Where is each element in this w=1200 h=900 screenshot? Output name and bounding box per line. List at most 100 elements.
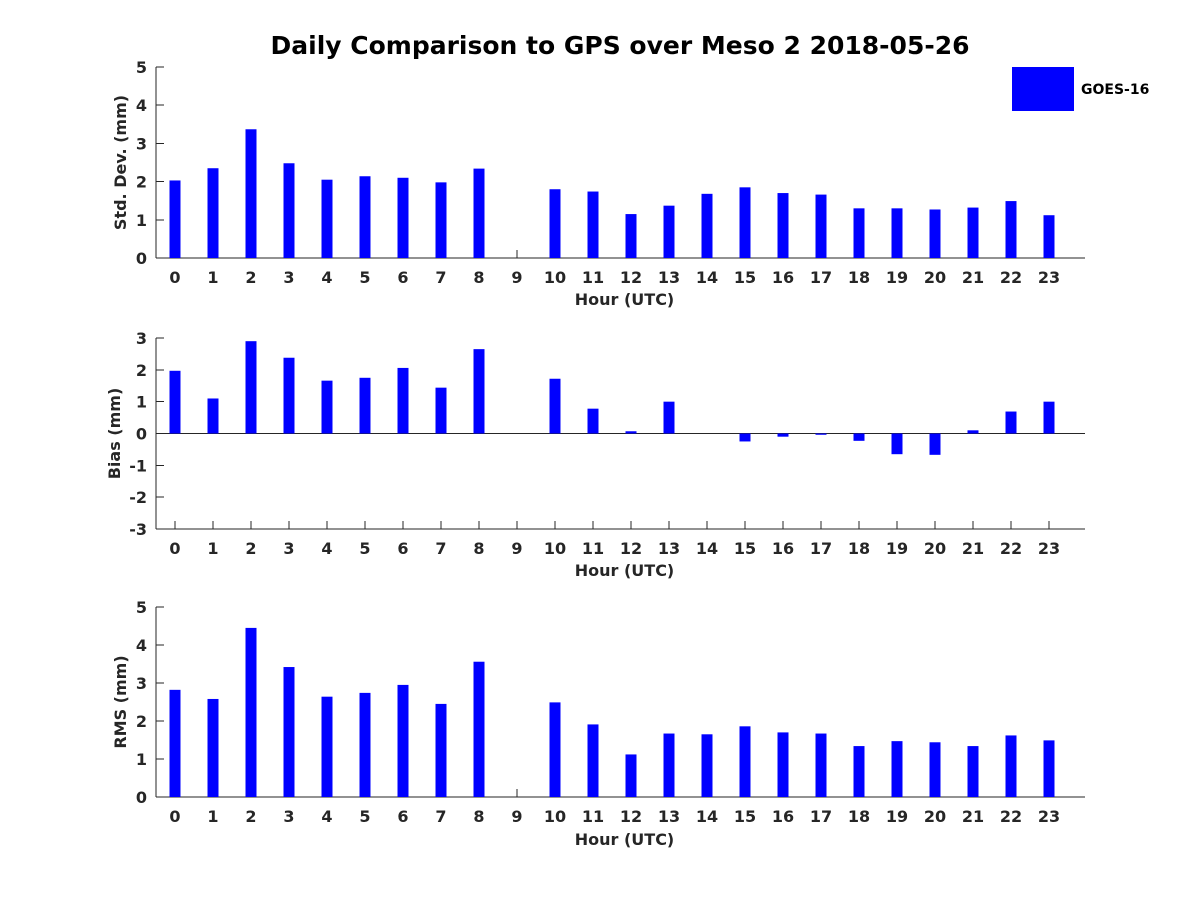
stddev-bar-hour-7 — [435, 182, 447, 258]
stddev-bar-hour-3 — [283, 163, 295, 258]
bias-bar-hour-15 — [739, 433, 751, 442]
rms-bar-hour-3 — [283, 667, 295, 797]
rms-x-tick-label: 16 — [772, 807, 794, 826]
bias-x-tick-label: 7 — [435, 539, 446, 558]
stddev-x-tick-label: 9 — [511, 268, 522, 287]
stddev-bar-hour-20 — [929, 209, 941, 258]
rms-bar-hour-7 — [435, 703, 447, 797]
rms-bar-hour-4 — [321, 696, 333, 797]
stddev-bar-hour-12 — [625, 214, 637, 258]
stddev-x-tick-label: 2 — [245, 268, 256, 287]
bias-x-tick-label: 6 — [397, 539, 408, 558]
stddev-x-tick-label: 18 — [848, 268, 870, 287]
bias-bar-hour-0 — [169, 370, 181, 434]
rms-bar-hour-6 — [397, 684, 409, 797]
rms-bar-hour-17 — [815, 733, 827, 797]
stddev-x-tick-label: 22 — [1000, 268, 1022, 287]
stddev-bar-hour-11 — [587, 191, 599, 258]
rms-y-tick-label: 2 — [136, 712, 147, 731]
bias-x-tick-label: 11 — [582, 539, 604, 558]
rms-bar-hour-23 — [1043, 740, 1055, 797]
rms-bar-hour-20 — [929, 742, 941, 797]
stddev-bar-hour-14 — [701, 193, 713, 258]
stddev-bar-hour-2 — [245, 129, 257, 258]
bias-x-tick-label: 14 — [696, 539, 718, 558]
stddev-bar-hour-23 — [1043, 215, 1055, 258]
rms-y-tick-label: 5 — [136, 598, 147, 617]
stddev-y-tick-label: 4 — [136, 96, 147, 115]
bias-x-tick-label: 15 — [734, 539, 756, 558]
bias-y-axis-label: Bias (mm) — [105, 388, 124, 480]
stddev-x-tick-label: 8 — [473, 268, 484, 287]
rms-x-tick-label: 21 — [962, 807, 984, 826]
stddev-bar-hour-6 — [397, 177, 409, 258]
stddev-x-axis-label: Hour (UTC) — [575, 290, 675, 309]
rms-bar-hour-16 — [777, 732, 789, 797]
bias-bar-hour-22 — [1005, 411, 1017, 434]
rms-x-tick-label: 3 — [283, 807, 294, 826]
stddev-y-axis-label: Std. Dev. (mm) — [111, 95, 130, 230]
bias-y-tick-label: 0 — [136, 425, 147, 444]
stddev-x-tick-label: 12 — [620, 268, 642, 287]
stddev-x-tick-label: 15 — [734, 268, 756, 287]
bias-x-tick-label: 4 — [321, 539, 332, 558]
bias-bar-hour-1 — [207, 398, 219, 434]
rms-x-tick-label: 1 — [207, 807, 218, 826]
rms-y-tick-label: 3 — [136, 674, 147, 693]
rms-x-tick-label: 18 — [848, 807, 870, 826]
rms-x-tick-label: 14 — [696, 807, 718, 826]
stddev-x-tick-label: 6 — [397, 268, 408, 287]
rms-bar-hour-15 — [739, 726, 751, 797]
rms-bar-hour-22 — [1005, 735, 1017, 797]
stddev-bar-hour-17 — [815, 194, 827, 258]
stddev-bar-hour-18 — [853, 208, 865, 258]
rms-x-tick-label: 11 — [582, 807, 604, 826]
stddev-bar-hour-13 — [663, 205, 675, 258]
stddev-y-tick-label: 0 — [136, 249, 147, 268]
legend-swatch — [1012, 67, 1074, 111]
stddev-bar-hour-19 — [891, 208, 903, 258]
bias-x-tick-label: 8 — [473, 539, 484, 558]
rms-y-tick-label: 1 — [136, 750, 147, 769]
legend-label: GOES-16 — [1081, 82, 1149, 98]
stddev-x-tick-label: 3 — [283, 268, 294, 287]
stddev-x-tick-label: 0 — [169, 268, 180, 287]
bias-bar-hour-18 — [853, 433, 865, 441]
bias-y-tick-label: -3 — [129, 520, 147, 539]
stddev-x-tick-label: 5 — [359, 268, 370, 287]
stddev-x-tick-label: 4 — [321, 268, 332, 287]
bias-x-tick-label: 9 — [511, 539, 522, 558]
bias-x-tick-label: 12 — [620, 539, 642, 558]
bias-x-tick-label: 5 — [359, 539, 370, 558]
stddev-x-tick-label: 14 — [696, 268, 718, 287]
stddev-x-tick-label: 11 — [582, 268, 604, 287]
bias-bar-hour-21 — [967, 430, 979, 434]
rms-bar-hour-12 — [625, 754, 637, 797]
bias-x-tick-label: 2 — [245, 539, 256, 558]
bias-x-tick-label: 21 — [962, 539, 984, 558]
stddev-y-tick-label: 5 — [136, 58, 147, 77]
bias-x-tick-label: 19 — [886, 539, 908, 558]
bias-bar-hour-16 — [777, 433, 789, 437]
rms-x-tick-label: 15 — [734, 807, 756, 826]
bias-bar-hour-10 — [549, 378, 561, 434]
rms-x-tick-label: 8 — [473, 807, 484, 826]
rms-bar-hour-1 — [207, 698, 219, 797]
rms-x-tick-label: 6 — [397, 807, 408, 826]
rms-bar-hour-0 — [169, 689, 181, 797]
rms-x-tick-label: 9 — [511, 807, 522, 826]
rms-bar-hour-21 — [967, 746, 979, 797]
rms-x-tick-label: 19 — [886, 807, 908, 826]
stddev-y-tick-label: 3 — [136, 134, 147, 153]
bias-y-tick-label: -1 — [129, 456, 147, 475]
rms-x-tick-label: 7 — [435, 807, 446, 826]
bias-bar-hour-2 — [245, 341, 257, 434]
rms-bar-hour-13 — [663, 733, 675, 797]
stddev-bar-hour-0 — [169, 180, 181, 258]
rms-bar-hour-2 — [245, 627, 257, 797]
bias-x-tick-label: 16 — [772, 539, 794, 558]
bias-x-tick-label: 0 — [169, 539, 180, 558]
